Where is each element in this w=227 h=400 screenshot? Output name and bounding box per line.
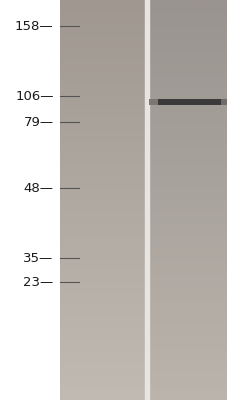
Text: 79—: 79— — [23, 116, 53, 128]
Text: 48—: 48— — [23, 182, 53, 194]
Text: 23—: 23— — [23, 276, 53, 288]
Text: 106—: 106— — [15, 90, 53, 102]
Text: 35—: 35— — [23, 252, 53, 264]
Text: 158—: 158— — [15, 20, 53, 32]
Bar — [149, 99, 227, 105]
Bar — [149, 99, 158, 105]
Bar — [220, 99, 227, 105]
